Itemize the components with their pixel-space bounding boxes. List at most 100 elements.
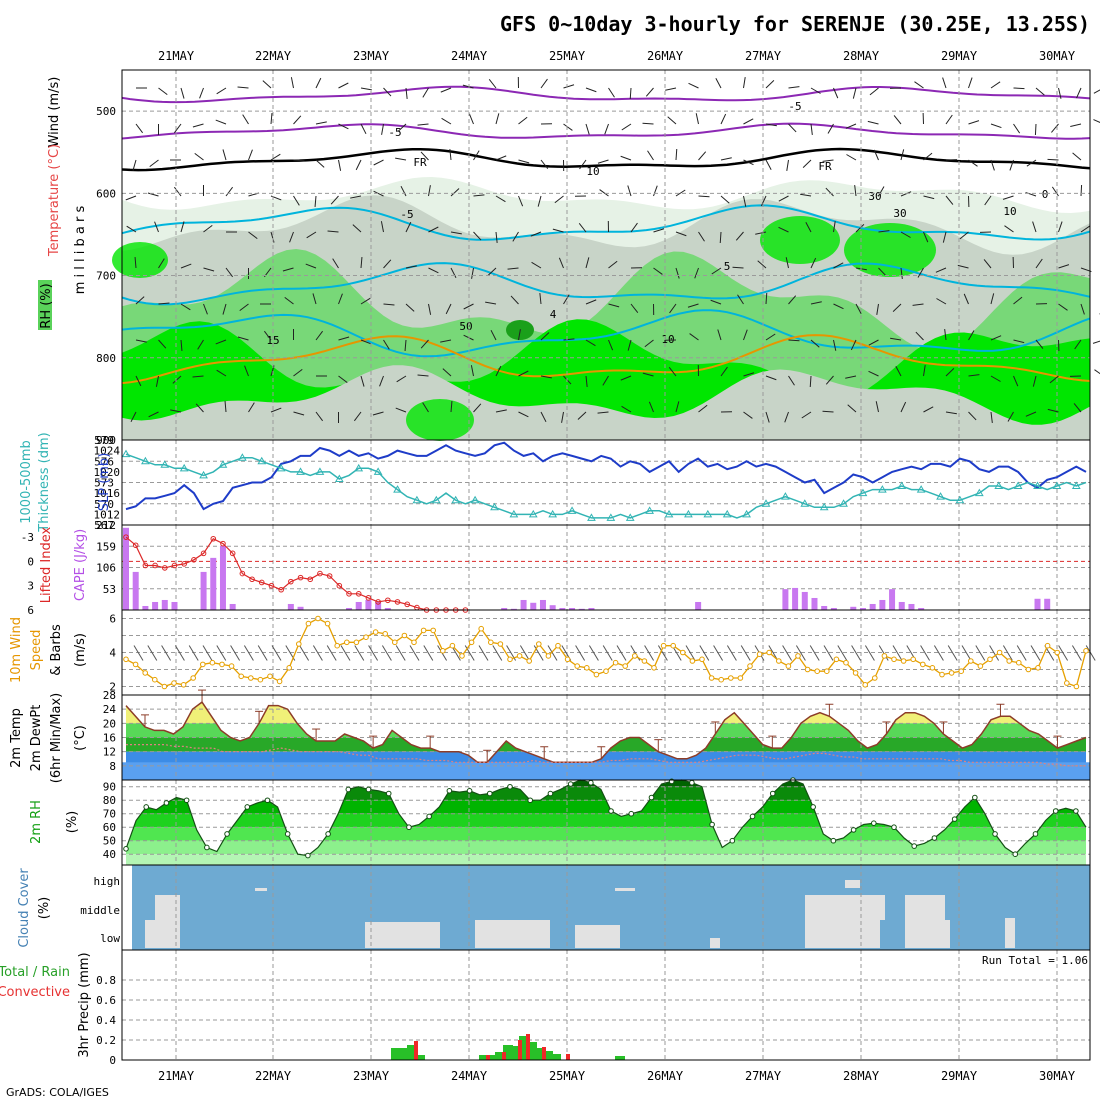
wind-barb (422, 402, 429, 413)
wind-barb (180, 303, 191, 311)
wind-barb (630, 222, 638, 233)
surface-barb (1085, 645, 1096, 661)
wind-barb (621, 123, 632, 131)
wind-marker (891, 656, 897, 663)
label-speed: Speed (29, 630, 44, 671)
label-2m-temp: 2m Temp (9, 708, 24, 768)
wind-barb (1013, 339, 1025, 344)
wind-marker (1064, 680, 1070, 686)
wind-marker (814, 668, 821, 675)
wind-marker (132, 661, 139, 668)
wind-barb (450, 231, 462, 235)
wind-barb (990, 81, 1001, 89)
wind-marker (699, 656, 705, 663)
wind-barb (135, 123, 144, 134)
wind-barb (597, 159, 609, 164)
cape-bar (365, 599, 372, 610)
wind-barb (360, 87, 372, 91)
wind-marker (382, 631, 389, 637)
thickness-marker (528, 509, 538, 518)
precip-convective-bar (486, 1055, 490, 1060)
wind-marker (1035, 665, 1041, 671)
wind-barb (720, 366, 728, 377)
surface-barb (257, 645, 268, 661)
wind-barb (490, 329, 497, 341)
wind-marker (392, 639, 398, 646)
wind-barb (360, 123, 367, 135)
thickness-marker (509, 509, 519, 518)
wind-barb (449, 149, 452, 161)
li-marker (239, 570, 246, 577)
wind-marker (430, 627, 437, 634)
wind-barb (195, 403, 204, 413)
wind-barb (602, 375, 609, 386)
cape-bar (792, 587, 799, 610)
date-label-bottom: 23MAY (353, 1069, 390, 1083)
cape-bar (695, 601, 702, 610)
rh-tick: 80 (103, 794, 116, 807)
wind-tick: 6 (109, 613, 116, 626)
wind-marker (670, 642, 677, 649)
wind-marker (344, 639, 350, 646)
thickness-marker (994, 481, 1004, 490)
wind-barb (765, 411, 770, 423)
li-marker (355, 591, 362, 597)
wind-barb (642, 122, 654, 125)
wind-barb (732, 266, 744, 269)
wind-marker (833, 656, 840, 663)
cape-bar (1044, 598, 1051, 610)
wind-barb (810, 87, 821, 94)
wind-barb (760, 195, 767, 207)
cape-bar (132, 571, 139, 610)
wind-barb (1007, 411, 1014, 422)
wind-barb (485, 301, 497, 305)
temp-band (126, 737, 1086, 752)
wind-barb (270, 231, 275, 243)
li-marker (229, 550, 236, 557)
thickness-marker (334, 474, 344, 482)
cape-bar (287, 603, 294, 610)
li-marker (258, 579, 265, 586)
freezing-level (121, 147, 1091, 172)
thickness-marker (587, 513, 596, 521)
wind-barb (893, 115, 902, 125)
contour-label: 30 (868, 190, 881, 203)
wind-barb (597, 411, 609, 414)
wind-barb (263, 330, 272, 341)
thickness-marker (936, 492, 945, 500)
rh-marker (1032, 831, 1039, 837)
wind-barb (833, 339, 837, 351)
wind-barb (495, 365, 502, 377)
cape-bar (879, 599, 886, 610)
wind-barb (383, 87, 392, 97)
wind-barb (373, 159, 384, 166)
wind-barb (959, 231, 969, 240)
li-marker (375, 599, 381, 605)
wind-barb (801, 411, 812, 419)
rh-marker (749, 813, 756, 820)
cape-bar (142, 605, 149, 610)
wind-barb (717, 329, 722, 341)
cape-bar (801, 591, 808, 610)
wind-barb (900, 401, 907, 413)
wind-barb (216, 369, 227, 377)
slp-tick: 1012 (94, 508, 121, 521)
surface-barb (1002, 645, 1013, 661)
contour-label: 10 (661, 333, 674, 346)
footer-credit: GrADS: COLA/IGES (6, 1086, 109, 1099)
wind-barb (1004, 225, 1014, 233)
precip-convective-bar (502, 1052, 506, 1060)
rh-legend-swatch (38, 280, 52, 330)
wind-barb (990, 411, 993, 423)
label-thickness-2: Thickness (dm) (37, 432, 52, 532)
rh-band (126, 854, 1086, 865)
cloud-panel: high middle low (80, 864, 1091, 951)
wind-barb (540, 375, 552, 379)
wind-barb (627, 339, 632, 351)
wind-marker (766, 649, 773, 656)
cape-bar (297, 606, 304, 610)
wind-barb (380, 221, 384, 233)
cape-bar (869, 603, 876, 610)
wind-barb (360, 339, 372, 345)
wind-marker (920, 661, 926, 668)
